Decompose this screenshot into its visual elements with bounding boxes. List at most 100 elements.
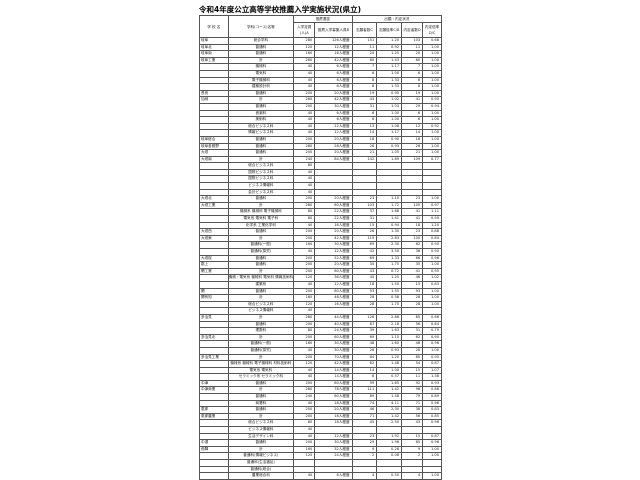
cell-app-ratio (376, 426, 403, 434)
cell-accepted: 23 (401, 195, 424, 203)
cell-applicants: 119 (351, 234, 378, 243)
cell-dept: 普通科(生活福祉) (227, 459, 295, 467)
table-row: 総合ビジネス科 80 (199, 162, 442, 170)
cell-accepted: 12 (401, 122, 424, 131)
cell-recruit: 6人程度 (314, 83, 353, 91)
cell-school (199, 373, 229, 381)
cell-acc-ratio: 1.38 (422, 373, 442, 381)
cell-app-ratio: 1.17 (376, 129, 403, 137)
table-row: 普通科(探究) 40 30人程度 28 0.93 28 1.00 (199, 346, 442, 355)
table-row: 大垣北 普通科 200 20人程度 23 1.15 23 1.00 (199, 195, 442, 203)
cell-applicants: 28 (351, 300, 378, 309)
cell-capacity: 200 (293, 287, 316, 296)
cell-acc-ratio (422, 168, 442, 177)
cell-app-ratio: 0.94 (376, 221, 403, 230)
cell-app-ratio: 2.30 (376, 406, 403, 414)
cell-app-ratio: 1.48 (376, 360, 403, 368)
cell-school: 関有知 (199, 294, 229, 302)
cell-dept: 普通科 (227, 379, 295, 388)
cell-recruit: 78人程度 (314, 386, 353, 395)
table-row: 大垣東計 200 42人程度 119 2.83 100 0.84 (199, 234, 442, 243)
table-row: 大垣南計 240 84人程度 142 1.69 109 0.77 (199, 155, 442, 164)
cell-capacity: 40 (293, 63, 316, 71)
cell-acc-ratio: 1.00 (422, 294, 442, 302)
table-row: 普通科(一般) 160 30人程度 69 2.30 62 0.90 (199, 241, 442, 249)
cell-accepted: 11 (401, 373, 424, 381)
cell-app-ratio: 2.18 (376, 320, 403, 329)
cell-school (199, 215, 229, 223)
cell-capacity: 40 (293, 366, 316, 375)
cell-dept: 普通科 (227, 89, 295, 98)
cell-acc-ratio: 0.90 (422, 333, 442, 342)
cell-acc-ratio: 1.00 (422, 346, 442, 355)
cell-dept: 音楽科 (227, 109, 295, 118)
cell-dept: 計 (227, 386, 295, 395)
cell-recruit: 22人程度 (314, 215, 353, 223)
cell-capacity: 280 (293, 96, 316, 104)
table-row: 中津 普通科 200 60人程度 99 1.65 92 0.93 (199, 379, 442, 388)
cell-acc-ratio: 1.00 (422, 149, 442, 157)
cell-accepted: 21 (401, 149, 424, 157)
cell-applicants: 62 (351, 360, 378, 368)
cell-dept: ビジネス情報科 (227, 182, 295, 190)
cell-accepted: 100 (401, 201, 424, 210)
cell-capacity: 280 (293, 313, 316, 322)
cell-app-ratio: 1.00 (376, 109, 403, 118)
cell-recruit (314, 465, 353, 474)
cell-school: 中津 (199, 379, 229, 388)
cell-capacity: 80 (293, 162, 316, 170)
cell-recruit: 12人程度 (314, 129, 353, 137)
table-row: 商業科 40 18人程度 74 4.11 71 0.96 (199, 399, 442, 408)
cell-capacity: 40 (293, 221, 316, 230)
cell-app-ratio: 0.08 (376, 452, 403, 460)
cell-applicants: 46 (351, 406, 378, 414)
cell-school (199, 129, 229, 137)
cell-dept: 普通科(一般) (227, 340, 295, 348)
cell-dept: 農業総合科 (227, 472, 295, 480)
cell-accepted: 7 (401, 63, 424, 71)
cell-school: 恵那農業 (199, 412, 229, 421)
cell-school: 郡上 (199, 261, 229, 269)
cell-school: 長良 (199, 89, 229, 98)
cell-app-ratio: 0.72 (376, 267, 403, 276)
cell-app-ratio: 1.48 (376, 393, 403, 401)
cell-app-ratio: 4.11 (376, 399, 403, 408)
cell-dept: 化学系 工業化学科 (227, 221, 295, 230)
cell-recruit: 6人程度 (314, 109, 353, 118)
cell-app-ratio: 2.30 (376, 241, 403, 249)
cell-capacity: 40 (293, 129, 316, 137)
table-row: 大垣 普通科 200 20人程度 21 1.05 21 1.00 (199, 149, 442, 157)
cell-dept: 普通科 (227, 149, 295, 157)
cell-app-ratio: 1.42 (376, 412, 403, 421)
cell-capacity: 200 (293, 135, 316, 144)
table-row: 関有知計 160 48人程度 28 0.58 28 1.00 (199, 294, 442, 302)
cell-applicants: 18 (351, 280, 378, 289)
cell-school: 恵那 (199, 406, 229, 414)
cell-recruit: 14人程度 (314, 373, 353, 381)
cell-recruit (314, 307, 353, 315)
cell-applicants: 8 (351, 76, 378, 85)
cell-acc-ratio: 0.88 (422, 386, 442, 395)
cell-acc-ratio: 1.00 (422, 142, 442, 151)
cell-dept: 機械・電気系 機械科 電気科 情報技術科 (227, 274, 295, 282)
table-row: 農業総合科 40 8人程度 4 0.50 4 1.00 (199, 472, 442, 480)
cell-capacity: 80 (293, 215, 316, 223)
cell-applicants: 28 (351, 346, 378, 355)
cell-app-ratio: 1.02 (376, 96, 403, 104)
cell-recruit (314, 182, 353, 190)
cell-applicants: 6 (351, 69, 378, 78)
cell-recruit: 20人程度 (314, 89, 353, 98)
cell-recruit: 84人程度 (314, 155, 353, 164)
cell-acc-ratio: 1.02 (422, 274, 442, 282)
cell-applicants: 69 (351, 254, 378, 263)
cell-school (199, 221, 229, 230)
cell-app-ratio: 1.20 (376, 353, 403, 362)
cell-acc-ratio: 1.07 (422, 366, 442, 375)
table-row: 中津商業計 280 78人程度 111 1.42 98 0.88 (199, 386, 442, 395)
cell-capacity: 280 (293, 201, 316, 210)
cell-app-ratio: 1.25 (376, 50, 403, 58)
cell-applicants: 35 (351, 261, 378, 269)
cell-capacity: 240 (293, 393, 316, 401)
cell-recruit: 42人程度 (314, 96, 353, 104)
cell-dept: 計 (227, 294, 295, 302)
